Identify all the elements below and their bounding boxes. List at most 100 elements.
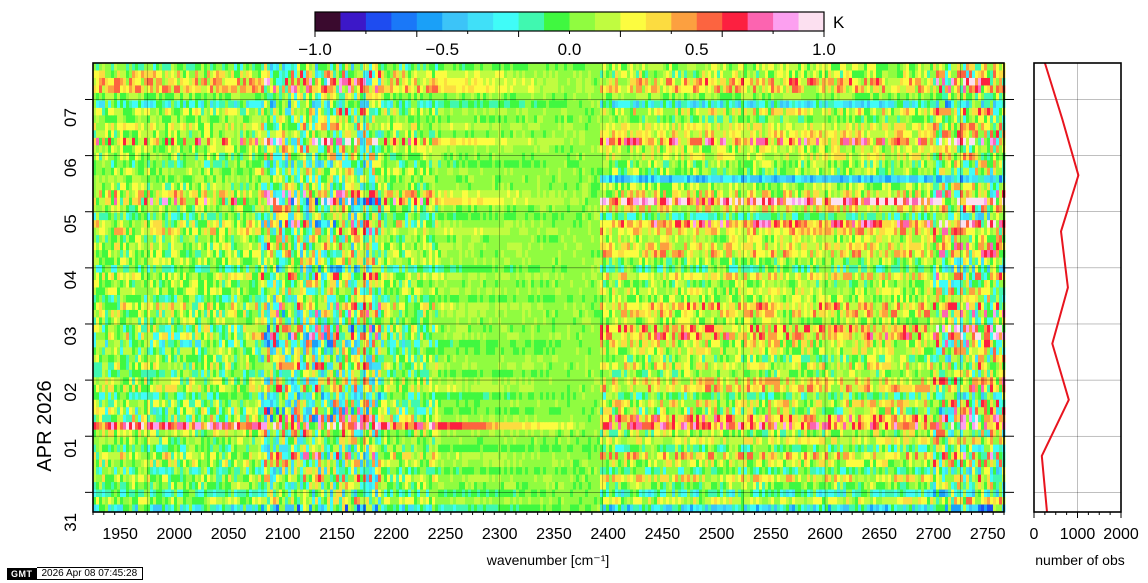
heatmap-cell — [366, 167, 370, 176]
heatmap-cell — [705, 77, 709, 86]
heatmap-cell — [834, 167, 838, 176]
heatmap-cell — [672, 175, 676, 184]
heatmap-cell — [552, 92, 556, 101]
heatmap-cell — [867, 92, 871, 101]
heatmap-cell — [126, 115, 130, 124]
heatmap-cell — [651, 130, 655, 139]
heatmap-cell — [504, 130, 508, 139]
heatmap-cell — [366, 85, 370, 94]
heatmap-cell — [207, 107, 211, 116]
heatmap-cell — [801, 77, 805, 86]
heatmap-cell — [96, 92, 100, 101]
heatmap-cell — [435, 122, 439, 131]
heatmap-cell — [804, 63, 808, 71]
heatmap-cell — [939, 63, 943, 71]
heatmap-cell — [726, 63, 730, 71]
heatmap-cell — [702, 175, 706, 184]
heatmap-cell — [873, 100, 877, 109]
heatmap-cell — [669, 145, 673, 154]
heatmap-cell — [405, 63, 409, 71]
heatmap-cell — [837, 100, 841, 109]
heatmap-cell — [759, 167, 763, 176]
heatmap-cell — [948, 92, 952, 101]
heatmap-cell — [774, 115, 778, 124]
heatmap-cell — [810, 100, 814, 109]
heatmap-cell — [504, 63, 508, 71]
heatmap-cell — [129, 160, 133, 169]
heatmap-cell — [804, 175, 808, 184]
heatmap-cell — [804, 145, 808, 154]
heatmap-cell — [942, 115, 946, 124]
heatmap-cell — [816, 175, 820, 184]
heatmap-cell — [846, 167, 850, 176]
heatmap-cell — [882, 175, 886, 184]
heatmap-cell — [717, 175, 721, 184]
heatmap-cell — [768, 100, 772, 109]
heatmap-cell — [333, 145, 337, 154]
heatmap-cell — [690, 145, 694, 154]
heatmap-cell — [792, 70, 796, 79]
heatmap-cell — [882, 160, 886, 169]
heatmap-cell — [918, 137, 922, 146]
heatmap-cell — [228, 77, 232, 86]
heatmap-cell — [657, 107, 661, 116]
heatmap-cell — [231, 107, 235, 116]
heatmap-cell — [516, 92, 520, 101]
heatmap-cell — [165, 70, 169, 79]
heatmap-cell — [945, 130, 949, 139]
heatmap-cell — [624, 77, 628, 86]
heatmap-cell — [576, 70, 580, 79]
heatmap-cell — [687, 167, 691, 176]
colorbar-tick-label: 0.5 — [685, 40, 709, 59]
heatmap-cell — [987, 115, 991, 124]
heatmap-cell — [642, 115, 646, 124]
heatmap-cell — [702, 107, 706, 116]
heatmap-cell — [693, 145, 697, 154]
heatmap-cell — [216, 145, 220, 154]
heatmap-cell — [219, 175, 223, 184]
heatmap-cell — [912, 85, 916, 94]
heatmap-cell — [900, 70, 904, 79]
heatmap-cell — [759, 122, 763, 131]
heatmap-cell — [270, 160, 274, 169]
heatmap-cell — [561, 77, 565, 86]
heatmap-cell — [909, 77, 913, 86]
heatmap-cell — [516, 145, 520, 154]
heatmap-cell — [831, 70, 835, 79]
heatmap-cell — [429, 85, 433, 94]
heatmap-cell — [489, 175, 493, 184]
heatmap-cell — [837, 77, 841, 86]
heatmap-cell — [444, 145, 448, 154]
heatmap-cell — [387, 145, 391, 154]
heatmap-cell — [567, 77, 571, 86]
heatmap-cell — [831, 175, 835, 184]
heatmap-cell — [156, 100, 160, 109]
heatmap-cell — [945, 107, 949, 116]
heatmap-cell — [396, 167, 400, 176]
heatmap-cell — [795, 152, 799, 161]
heatmap-cell — [633, 107, 637, 116]
heatmap-cell — [816, 167, 820, 176]
heatmap-cell — [255, 85, 259, 94]
heatmap-cell — [102, 115, 106, 124]
heatmap-cell — [876, 145, 880, 154]
heatmap-cell — [210, 122, 214, 131]
heatmap-cell — [357, 175, 361, 184]
heatmap-cell — [357, 100, 361, 109]
heatmap-cell — [993, 167, 997, 176]
heatmap-cell — [885, 167, 889, 176]
heatmap-cell — [342, 167, 346, 176]
heatmap-cell — [672, 77, 676, 86]
heatmap-cell — [180, 107, 184, 116]
heatmap-cell — [240, 122, 244, 131]
heatmap-cell — [765, 160, 769, 169]
heatmap-cell — [876, 152, 880, 161]
heatmap-cell — [879, 152, 883, 161]
heatmap-cell — [273, 70, 277, 79]
heatmap-cell — [291, 175, 295, 184]
heatmap-cell — [195, 137, 199, 146]
heatmap-cell — [435, 160, 439, 169]
heatmap-cell — [984, 92, 988, 101]
heatmap-cell — [672, 70, 676, 79]
heatmap-cell — [546, 63, 550, 71]
